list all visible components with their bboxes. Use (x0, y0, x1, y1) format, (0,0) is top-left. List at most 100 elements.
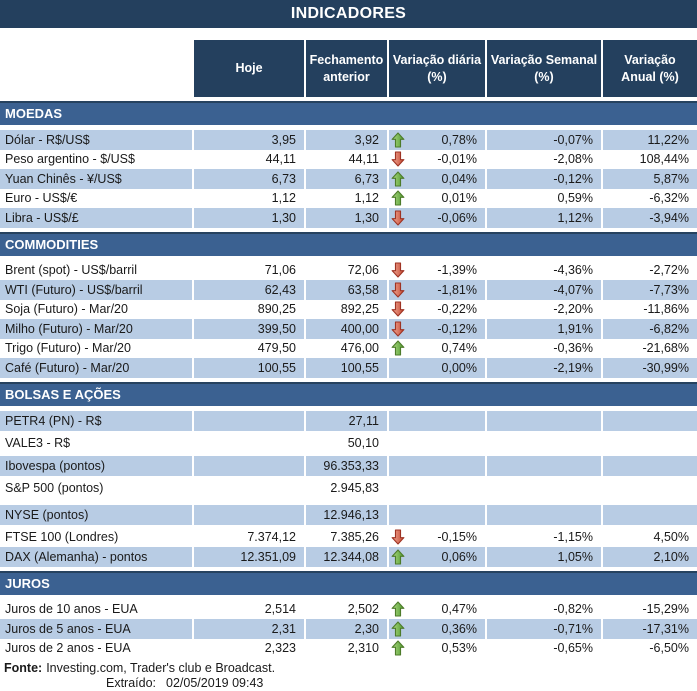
cell-fechamento: 7.385,26 (330, 530, 379, 545)
section-header-commodities: COMMODITIES (0, 231, 697, 256)
cell-variacao-anual: -6,32% (649, 191, 689, 206)
page-title: INDICADORES (0, 0, 697, 28)
cell-variacao-diaria: 0,00% (389, 358, 485, 378)
row-label: Libra - US$/£ (0, 208, 192, 228)
table-row: Euro - US$/€ 1,12 1,12 0,01% 0,59% -6,32% (0, 189, 697, 209)
row-label: DAX (Alemanha) - pontos (0, 547, 192, 567)
table-row: Peso argentino - $/US$ 44,11 44,11 -0,01% -2… (0, 150, 697, 170)
cell-hoje: 62,43 (194, 280, 304, 300)
cell-variacao-diaria: 0,78% (389, 130, 485, 150)
cell-hoje: 2,31 (194, 619, 304, 639)
cell-variacao-diaria: -0,01% (389, 150, 485, 170)
variacao-diaria-value: 0,04% (441, 171, 477, 186)
table-row: Ibovespa (pontos) 96.353,33 (0, 455, 697, 476)
cell-fechamento: 2,502 (347, 602, 379, 617)
cell-variacao-semanal: 1,91% (487, 319, 601, 339)
cell-fechamento: 1,12 (354, 191, 379, 206)
row-label: Juros de 10 anos - EUA (5, 602, 138, 617)
table-row: DAX (Alemanha) - pontos 12.351,09 12.344,0… (0, 547, 697, 567)
cell-hoje: 6,73 (194, 169, 304, 189)
variacao-diaria-value: -1,39% (437, 263, 477, 278)
section-header-moedas: MOEDAS (0, 101, 697, 125)
cell-variacao-semanal (487, 505, 601, 525)
source-line: Fonte: Investing.com, Trader's club e Bro… (0, 661, 697, 676)
table-row: WTI (Futuro) - US$/barril 62,43 63,58 -1,81… (0, 280, 697, 300)
cell-hoje: 100,55 (194, 358, 304, 378)
cell-hoje (194, 410, 304, 431)
variacao-diaria-value: -0,01% (437, 152, 477, 167)
down-arrow-icon (391, 262, 406, 279)
cell-hoje: 479,50 (257, 341, 296, 356)
cell-variacao-diaria: -1,81% (389, 280, 485, 300)
row-label: Trigo (Futuro) - Mar/20 (5, 341, 131, 356)
cell-hoje: 2,514 (264, 602, 296, 617)
cell-fechamento: 27,11 (306, 410, 387, 431)
cell-variacao-semanal: -4,07% (487, 280, 601, 300)
table-row: FTSE 100 (Londres) 7.374,12 7.385,26 -0,15%… (0, 528, 697, 548)
cell-hoje: 7.374,12 (247, 530, 296, 545)
table-row: Dólar - R$/US$ 3,95 3,92 0,78% -0,07% 11,22% (0, 130, 697, 150)
cell-variacao-diaria: 0,01% (389, 189, 485, 209)
cell-variacao-diaria: -0,06% (389, 208, 485, 228)
cell-variacao-anual: -30,99% (603, 358, 697, 378)
table-row: Libra - US$/£ 1,30 1,30 -0,06% 1,12% -3,94% (0, 208, 697, 228)
report-footer: Fonte: Investing.com, Trader's club e Bro… (0, 661, 697, 691)
variacao-diaria-value: 0,47% (441, 602, 477, 617)
cell-hoje: 12.351,09 (194, 547, 304, 567)
cell-variacao-anual (603, 410, 697, 431)
cell-variacao-diaria (389, 478, 485, 498)
down-arrow-icon (391, 301, 406, 318)
down-arrow-icon (391, 151, 406, 168)
cell-hoje: 399,50 (194, 319, 304, 339)
table-row: S&P 500 (pontos) 2.945,83 (0, 478, 697, 498)
cell-fechamento: 12.946,13 (306, 505, 387, 525)
variacao-diaria-value: 0,06% (441, 549, 477, 564)
cell-fechamento: 2,310 (347, 641, 379, 656)
cell-variacao-anual: -3,94% (603, 208, 697, 228)
variacao-diaria-value: 0,53% (441, 641, 477, 656)
cell-variacao-anual: -21,68% (642, 341, 689, 356)
cell-variacao-anual: -7,73% (603, 280, 697, 300)
extracted-label: Extraído: (106, 676, 157, 690)
row-label: Soja (Futuro) - Mar/20 (5, 302, 128, 317)
cell-hoje (194, 505, 304, 525)
variacao-diaria-value: -1,81% (437, 282, 477, 297)
header-fechamento: Fechamento anterior (306, 40, 387, 97)
cell-variacao-semanal: -0,36% (553, 341, 593, 356)
section-header-bolsas-e-a-es: BOLSAS E AÇÕES (0, 381, 697, 406)
cell-fechamento: 2.945,83 (330, 481, 379, 495)
table-row: PETR4 (PN) - R$ 27,11 (0, 410, 697, 431)
down-arrow-icon (391, 320, 406, 337)
header-variacao-anual: Variação Anual (%) (603, 40, 697, 97)
cell-hoje (194, 478, 304, 498)
cell-fechamento: 3,92 (306, 130, 387, 150)
no-arrow-placeholder (391, 359, 406, 376)
header-hoje: Hoje (194, 40, 304, 97)
cell-variacao-diaria: 0,53% (389, 639, 485, 659)
up-arrow-icon (391, 170, 406, 187)
row-label: Milho (Futuro) - Mar/20 (0, 319, 192, 339)
table-row: NYSE (pontos) 12.946,13 (0, 505, 697, 525)
header-variacao-semanal: Variação Semanal (%) (487, 40, 601, 97)
row-label: FTSE 100 (Londres) (5, 530, 119, 545)
no-arrow-placeholder (391, 412, 406, 429)
variacao-diaria-value: 0,74% (441, 341, 477, 356)
no-arrow-placeholder (391, 435, 406, 452)
variacao-diaria-value: 0,01% (441, 191, 477, 206)
row-label: Brent (spot) - US$/barril (5, 263, 137, 278)
cell-variacao-diaria (389, 455, 485, 476)
no-arrow-placeholder (391, 457, 406, 474)
cell-fechamento: 6,73 (306, 169, 387, 189)
cell-variacao-anual (603, 433, 697, 453)
extracted-line: Extraído: 02/05/2019 09:43 (0, 676, 697, 691)
cell-fechamento: 96.353,33 (306, 455, 387, 476)
row-label: Dólar - R$/US$ (0, 130, 192, 150)
row-label: Peso argentino - $/US$ (5, 152, 135, 167)
cell-hoje: 44,11 (265, 152, 296, 167)
table-body: MOEDAS Dólar - R$/US$ 3,95 3,92 0,78% -0,07% 1… (0, 101, 697, 658)
cell-variacao-anual: -15,29% (642, 602, 689, 617)
table-row: Juros de 5 anos - EUA 2,31 2,30 0,36% -0,71%… (0, 619, 697, 639)
up-arrow-icon (391, 190, 406, 207)
cell-variacao-anual: 2,10% (603, 547, 697, 567)
up-arrow-icon (391, 601, 406, 618)
